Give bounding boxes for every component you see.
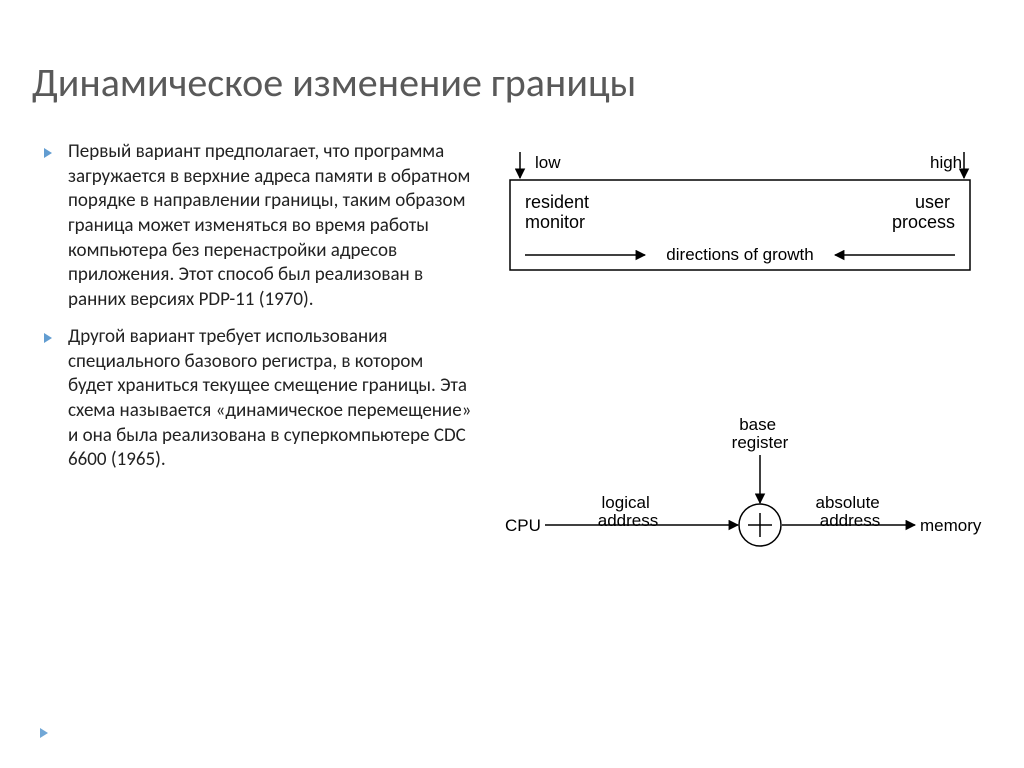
bullet-list: Первый вариант предполагает, что програм… (52, 140, 472, 485)
address-diagram: CPU memory logical address absolute addr… (505, 415, 982, 546)
low-label: low (535, 153, 561, 172)
memory-diagram: low high resident monitor user process (510, 152, 970, 270)
logical-label: logical address (598, 493, 658, 530)
bullet-item: Первый вариант предполагает, что програм… (52, 140, 472, 313)
growth-label: directions of growth (666, 245, 813, 264)
diagram-svg: low high resident monitor user process (500, 150, 1000, 650)
bullet-item: Другой вариант требует использования спе… (52, 325, 472, 473)
user-label: user process (892, 192, 955, 232)
resident-label: resident monitor (525, 192, 594, 232)
absolute-label: absolute address (815, 493, 884, 530)
slide-title: Динамическое изменение границы (32, 58, 636, 107)
memory-label: memory (920, 516, 982, 535)
slide: Динамическое изменение границы Первый ва… (0, 0, 1024, 768)
diagrams: low high resident monitor user process (500, 150, 1000, 650)
footer-accent-icon (40, 728, 48, 738)
cpu-label: CPU (505, 516, 541, 535)
base-label: base register (732, 415, 789, 452)
high-label: high (930, 153, 962, 172)
